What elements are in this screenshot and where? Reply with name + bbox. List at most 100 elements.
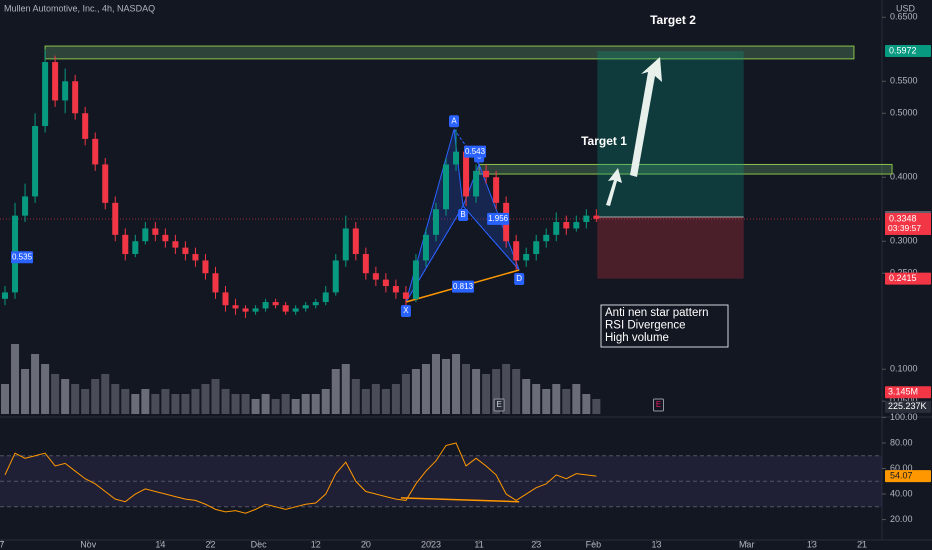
- pattern-point-label: A: [451, 116, 457, 125]
- ratio-box: [11, 251, 34, 264]
- x-tick-label: Dec: [251, 539, 268, 549]
- x-tick-label: 11: [474, 539, 483, 549]
- x-tick-label: 23: [531, 539, 541, 549]
- volume-bar: [301, 394, 310, 414]
- candle-body: [232, 305, 239, 309]
- pattern-leg: [462, 205, 520, 271]
- candle-body: [523, 254, 530, 261]
- zone: [478, 163, 893, 175]
- rsi-tick-label: 80.00: [890, 437, 913, 447]
- y-tick-label: 0.4000: [890, 172, 918, 182]
- volume-bar: [462, 364, 471, 414]
- earnings-label: E: [496, 400, 501, 409]
- ratio-label: 0.535: [12, 252, 33, 261]
- note-line: Anti nen star pattern: [605, 307, 709, 319]
- candle-body: [583, 215, 590, 223]
- y-tick-label: 0.1000: [890, 364, 918, 374]
- volume-bar: [231, 394, 240, 414]
- volume-bar: [361, 389, 370, 414]
- countdown-box: [885, 223, 931, 235]
- y-tick-label: 0.5000: [890, 108, 918, 118]
- volume-bar: [131, 394, 140, 414]
- price-label-box: [885, 212, 931, 225]
- rsi-label: 54.07: [890, 470, 913, 480]
- candle-body: [82, 113, 89, 139]
- price-label-box: [885, 45, 931, 58]
- x-tick-label: Feb: [586, 539, 602, 549]
- candle-body: [192, 254, 199, 261]
- rsi-tick-label: 20.00: [890, 514, 913, 524]
- volume-bar: [532, 384, 541, 414]
- volume-bar: [241, 394, 250, 414]
- ratio-box: [487, 212, 510, 225]
- volume-bar: [51, 374, 60, 414]
- candle-body: [422, 234, 429, 261]
- candle-body: [152, 228, 159, 235]
- x-tick-label: Nov: [80, 539, 97, 549]
- candle-body: [382, 279, 389, 287]
- x-tick-label: 13: [807, 539, 817, 549]
- pattern-point-box: [458, 209, 469, 222]
- volume-bar: [281, 394, 290, 414]
- volume-bar: [552, 384, 561, 414]
- candle-body: [132, 241, 139, 255]
- earnings-marker: [652, 398, 664, 412]
- volume-bar: [401, 374, 410, 414]
- volume-bar: [411, 369, 420, 414]
- volume-bar: [391, 384, 400, 414]
- volume-bar: [442, 359, 451, 414]
- candle-body: [262, 302, 269, 309]
- ratio-label: 0.543: [465, 147, 486, 156]
- price-label-box: [885, 272, 931, 285]
- candle-body: [62, 81, 69, 101]
- volume-bar: [421, 364, 430, 414]
- pattern-point-box: [400, 305, 411, 318]
- candle-body: [182, 247, 189, 255]
- candle-body: [142, 228, 149, 242]
- x-tick-label: Mar: [739, 539, 755, 549]
- volume-bar: [121, 389, 130, 414]
- candle-body: [122, 234, 129, 255]
- volume-bar: [61, 379, 70, 414]
- volume-bar: [111, 384, 120, 414]
- volume-bar: [472, 369, 481, 414]
- x-tick-label: 7: [0, 539, 5, 549]
- volume-bar: [351, 379, 360, 414]
- candle-body: [443, 164, 450, 210]
- target-label: Target 1: [581, 134, 627, 148]
- candle-body: [463, 151, 470, 197]
- candle-body: [342, 228, 349, 261]
- candle-body: [272, 302, 279, 306]
- ratio-label: 1.956: [488, 214, 509, 223]
- note-line: High volume: [605, 332, 669, 344]
- volume-bar: [502, 364, 511, 414]
- pattern-point-box: [449, 115, 460, 128]
- y-tick-label: 0.3000: [890, 236, 918, 246]
- volume-bar: [592, 399, 601, 414]
- candle-body: [402, 292, 409, 299]
- x-tick-label: 12: [311, 539, 321, 549]
- rsi-label-box: [885, 470, 931, 483]
- candle-body: [202, 260, 209, 274]
- candle-body: [222, 292, 229, 306]
- volume-bar: [181, 394, 190, 414]
- volume-bar: [341, 364, 350, 414]
- chart-title: Mullen Automotive, Inc., 4h, NASDAQ: [4, 3, 155, 13]
- price-label: 0.3348: [889, 213, 917, 223]
- candle-body: [102, 164, 109, 203]
- volume-label-box: [885, 386, 931, 399]
- y-tick-label: 0.5500: [890, 76, 918, 86]
- volume-bar: [311, 394, 320, 414]
- volume-bar: [161, 389, 170, 414]
- pattern-point-label: D: [516, 274, 522, 283]
- candle-body: [32, 126, 39, 197]
- candle-body: [493, 177, 500, 203]
- candle-body: [212, 273, 219, 293]
- volume-bar: [151, 394, 160, 414]
- candle-body: [92, 138, 99, 165]
- x-tick-label: 22: [205, 539, 215, 549]
- candle-body: [242, 308, 249, 312]
- x-tick-label: 13: [651, 539, 661, 549]
- note-box: [600, 304, 729, 348]
